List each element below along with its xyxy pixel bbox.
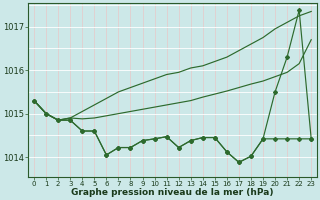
X-axis label: Graphe pression niveau de la mer (hPa): Graphe pression niveau de la mer (hPa) (71, 188, 274, 197)
